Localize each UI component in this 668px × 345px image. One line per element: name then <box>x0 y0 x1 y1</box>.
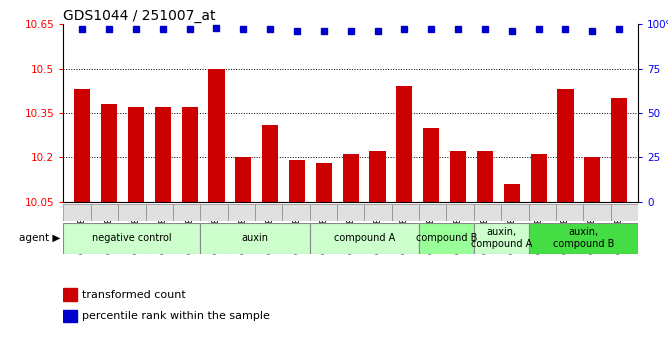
Bar <box>530 155 546 202</box>
Bar <box>391 204 419 221</box>
Bar <box>91 204 118 221</box>
Bar <box>474 223 528 254</box>
Bar <box>101 104 117 202</box>
Bar <box>310 223 419 254</box>
Bar <box>182 107 198 202</box>
Bar <box>419 223 474 254</box>
Bar <box>283 204 310 221</box>
Bar <box>446 204 474 221</box>
Text: negative control: negative control <box>92 233 172 243</box>
Bar <box>557 89 574 202</box>
Bar <box>474 204 501 221</box>
Bar <box>118 204 146 221</box>
Bar <box>584 157 601 202</box>
Bar <box>450 151 466 202</box>
Bar <box>63 204 91 221</box>
Bar <box>528 223 638 254</box>
Bar <box>235 157 251 202</box>
Bar <box>63 310 77 322</box>
Bar <box>583 204 611 221</box>
Text: transformed count: transformed count <box>82 289 186 299</box>
Bar <box>255 204 283 221</box>
Bar <box>262 125 278 202</box>
Bar <box>289 160 305 202</box>
Text: compound B: compound B <box>415 233 477 243</box>
Text: GDS1044 / 251007_at: GDS1044 / 251007_at <box>63 9 216 23</box>
Bar <box>316 163 332 202</box>
Bar <box>200 223 310 254</box>
Text: agent ▶: agent ▶ <box>19 233 60 243</box>
Bar <box>128 107 144 202</box>
Bar <box>419 204 446 221</box>
Bar <box>146 204 173 221</box>
Text: percentile rank within the sample: percentile rank within the sample <box>82 311 270 321</box>
Bar <box>364 204 391 221</box>
Bar <box>528 204 556 221</box>
Bar <box>477 151 493 202</box>
Bar <box>343 155 359 202</box>
Bar <box>504 184 520 202</box>
Bar <box>396 86 412 202</box>
Text: auxin,
compound B: auxin, compound B <box>552 227 614 249</box>
Bar <box>173 204 200 221</box>
Bar <box>337 204 364 221</box>
Text: auxin,
compound A: auxin, compound A <box>470 227 532 249</box>
Text: compound A: compound A <box>334 233 395 243</box>
Bar <box>424 128 440 202</box>
Bar <box>310 204 337 221</box>
Bar <box>208 69 224 202</box>
Bar <box>611 98 627 202</box>
Bar <box>74 89 90 202</box>
Bar <box>155 107 171 202</box>
Bar <box>611 204 638 221</box>
Bar <box>63 288 77 301</box>
Bar <box>63 223 200 254</box>
Text: auxin: auxin <box>241 233 269 243</box>
Bar <box>200 204 228 221</box>
Bar <box>228 204 255 221</box>
Bar <box>556 204 583 221</box>
Bar <box>501 204 528 221</box>
Bar <box>369 151 385 202</box>
